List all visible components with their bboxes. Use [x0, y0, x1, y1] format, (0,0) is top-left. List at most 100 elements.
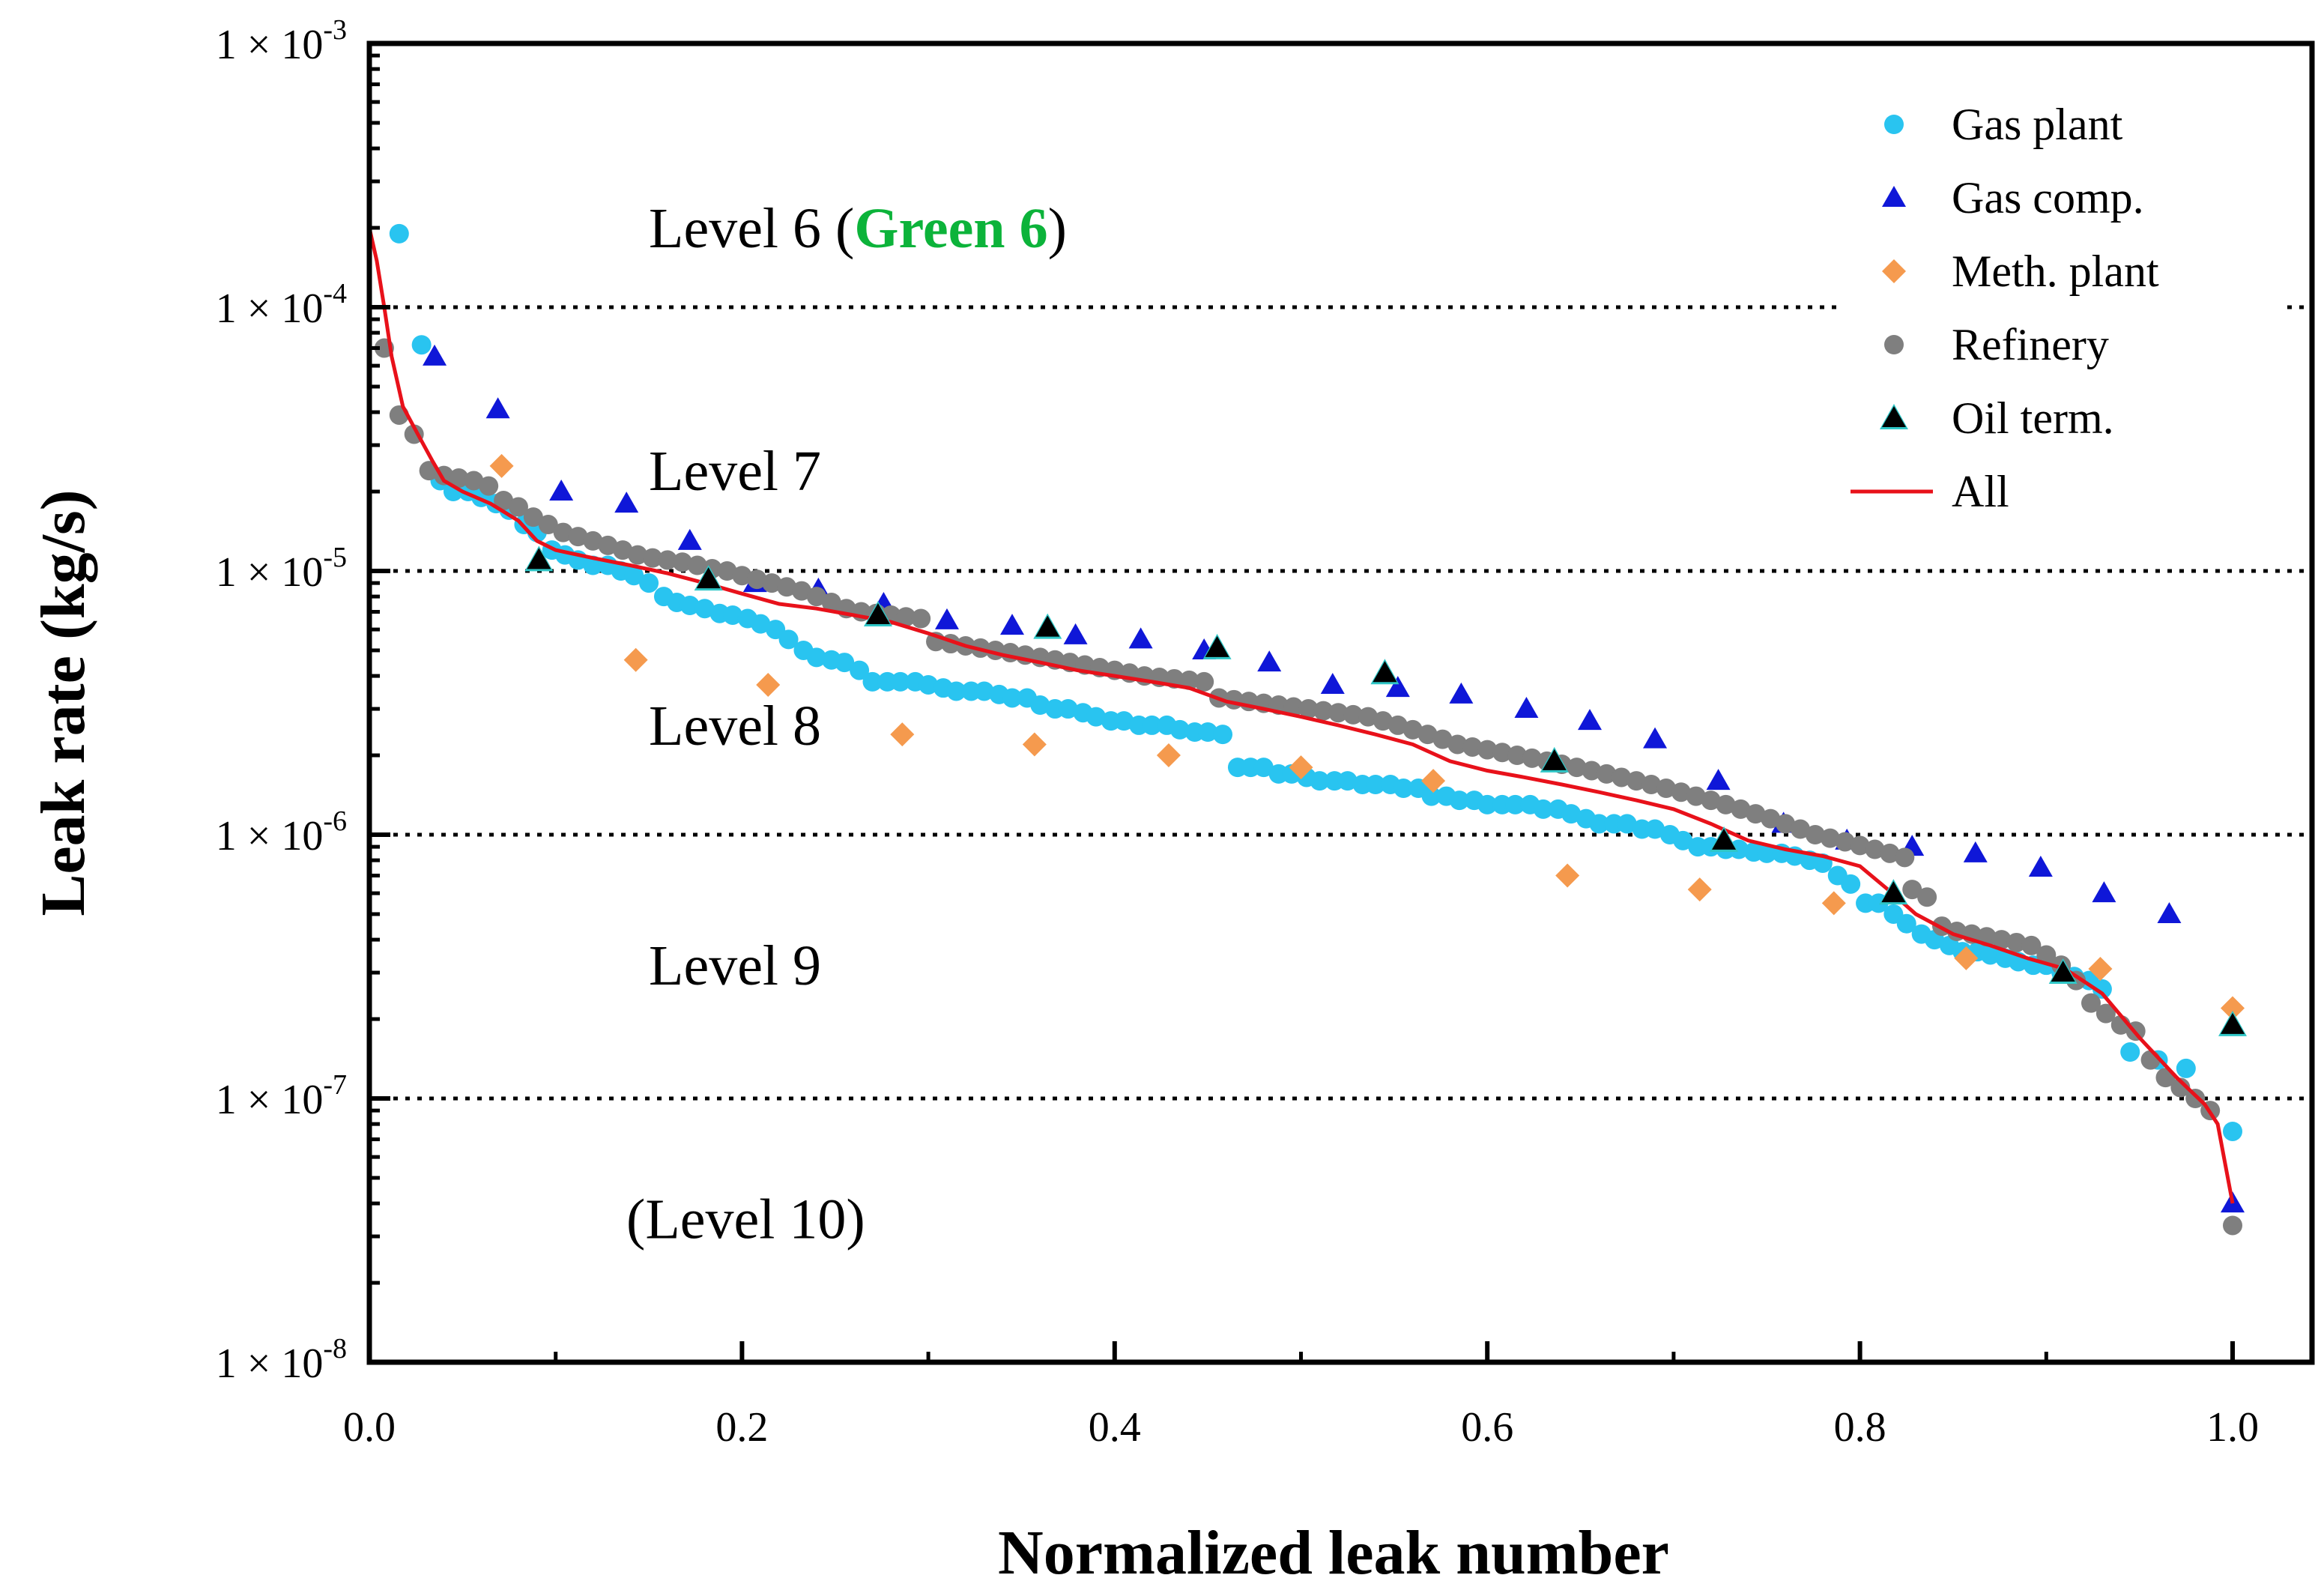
legend-item-gas-comp: Gas comp. — [1882, 173, 2144, 223]
gas-comp-point — [549, 480, 574, 501]
refinery-point — [1417, 725, 1438, 745]
gas-plant-point — [411, 335, 432, 355]
refinery-point — [762, 573, 782, 593]
gas-plant-point — [695, 599, 715, 619]
meth-plant-point — [1821, 891, 1846, 916]
refinery-point — [1731, 799, 1751, 819]
legend-swatch — [1882, 259, 1906, 283]
gas-plant-point — [1757, 843, 1777, 863]
refinery-point — [2095, 1003, 2116, 1024]
gas-plant-point — [1337, 771, 1358, 791]
legend-label: Gas comp. — [1952, 173, 2144, 223]
legend-item-all: All — [1851, 467, 2009, 516]
refinery-point — [1582, 761, 1602, 781]
meth-plant-point — [1022, 732, 1047, 757]
gas-plant-point — [862, 671, 883, 692]
level-labels: Level 6 (Green 6) Level 7 Level 8 Level … — [626, 197, 1067, 1251]
gas-plant-point — [2223, 1121, 2242, 1141]
refinery-point — [687, 555, 707, 575]
gas-plant-point — [1533, 799, 1553, 819]
gas-plant-point — [850, 660, 870, 680]
refinery-point — [2081, 993, 2101, 1013]
legend-label: Refinery — [1952, 320, 2109, 369]
refinery-point — [1701, 791, 1721, 811]
refinery-point — [1313, 701, 1334, 721]
refinery-point — [1880, 843, 1900, 863]
refinery-point — [568, 527, 588, 547]
refinery-point — [494, 490, 514, 510]
refinery-point — [672, 552, 692, 572]
refinery-point — [1388, 715, 1408, 735]
refinery-point — [1746, 804, 1766, 824]
refinery-point — [821, 592, 841, 612]
oil-term-point — [863, 600, 892, 626]
gas-plant-point — [1253, 758, 1274, 778]
refinery-point — [643, 548, 663, 568]
gas-comp-point — [1320, 672, 1345, 694]
gas-plant-point — [1030, 695, 1050, 716]
refinery-point — [538, 515, 558, 535]
refinery-point — [1627, 771, 1647, 791]
refinery-point — [2140, 1050, 2161, 1070]
meth-plant-point — [1954, 946, 1979, 970]
gas-plant-point — [1617, 814, 1637, 834]
refinery-point — [1492, 743, 1513, 763]
gas-plant-point — [1980, 945, 2000, 965]
y-axis-title: Leak rate (kg/s) — [28, 489, 98, 916]
legend-item-oil-term: Oil term. — [1880, 393, 2114, 443]
refinery-point — [1597, 764, 1617, 784]
refinery-point — [1447, 734, 1468, 755]
refinery-point — [1895, 847, 1915, 868]
refinery-point — [1298, 699, 1319, 719]
refinery-point — [1917, 887, 1937, 907]
refinery-point — [2036, 945, 2057, 965]
refinery-point — [777, 577, 797, 597]
refinery-point — [732, 566, 752, 586]
legend-label: All — [1952, 467, 2009, 516]
gas-plant-point — [1645, 819, 1665, 839]
refinery-point — [1328, 703, 1349, 723]
legend-label: Meth. plant — [1952, 247, 2159, 296]
y-tick-label: 1 × 10-3 — [216, 14, 347, 68]
refinery-point — [1671, 782, 1691, 802]
oil-term-point — [1202, 633, 1232, 659]
gas-comp-point — [1257, 650, 1282, 672]
meth-plant-point — [623, 647, 648, 672]
gas-comp-point — [614, 492, 639, 513]
gas-comp-point — [1643, 727, 1668, 749]
gas-plant-point — [751, 614, 771, 634]
y-tick-label: 1 × 10-5 — [216, 542, 347, 596]
refinery-point — [806, 587, 826, 607]
legend: Gas plant Gas comp. Meth. plant Refinery Oil… — [1843, 82, 2285, 532]
refinery-point — [1477, 740, 1498, 760]
gas-comp-point — [1706, 769, 1731, 791]
level-6-label: Level 6 (Green 6) — [649, 197, 1067, 260]
refinery-point — [1716, 794, 1736, 814]
refinery-point — [628, 545, 648, 565]
oil-term-point — [1710, 826, 1739, 852]
y-tick-label: 1 × 10-6 — [216, 805, 347, 859]
legend-item-gas-plant: Gas plant — [1884, 100, 2123, 149]
refinery-point — [911, 608, 931, 629]
x-tick-label: 0.0 — [343, 1404, 396, 1451]
gas-plant-point — [639, 573, 659, 593]
gas-plant-point — [389, 223, 409, 244]
oil-term-point — [2218, 1010, 2247, 1036]
gas-plant-point — [806, 647, 826, 668]
refinery-point — [2006, 932, 2027, 952]
gas-plant-point — [1213, 725, 1233, 745]
refinery-point — [1820, 828, 1840, 848]
gas-comp-point — [485, 397, 510, 419]
legend-label: Gas plant — [1952, 100, 2123, 149]
gas-plant-point — [835, 653, 855, 673]
x-tick-label: 0.8 — [1834, 1404, 1886, 1451]
oil-term-point — [1370, 659, 1399, 685]
gas-plant-point — [1114, 711, 1134, 731]
gas-plant-point — [1673, 830, 1693, 850]
refinery-point — [1791, 819, 1811, 839]
oil-term-point — [1879, 879, 1908, 905]
y-tick-label: 1 × 10-8 — [216, 1333, 347, 1387]
ticks: 1 × 10-3 1 × 10-4 1 × 10-5 1 × 10-6 1 × 10-7… — [216, 14, 2259, 1451]
refinery-point — [1343, 704, 1364, 725]
